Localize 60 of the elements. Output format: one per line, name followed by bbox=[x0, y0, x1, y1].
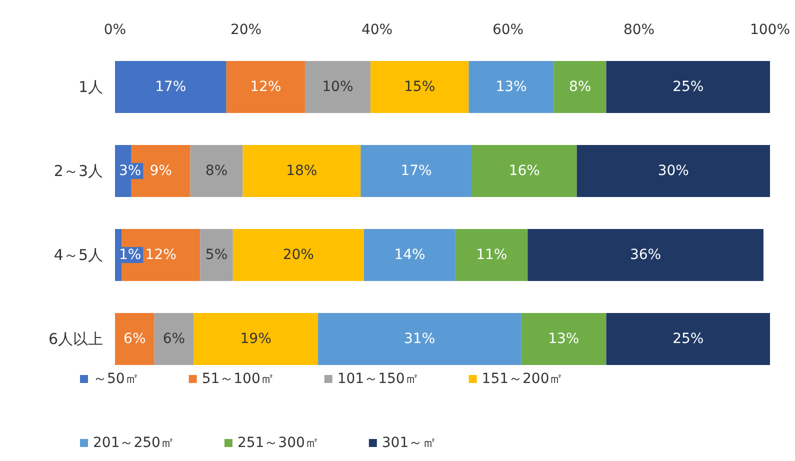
bar bbox=[364, 228, 456, 282]
data-label: 19% bbox=[240, 331, 272, 347]
data-label: 14% bbox=[394, 247, 426, 263]
bar bbox=[472, 144, 577, 198]
data-label: 31% bbox=[404, 331, 436, 347]
legend-label: 301～㎡ bbox=[382, 435, 437, 451]
bar bbox=[242, 144, 361, 198]
data-label: 17% bbox=[155, 79, 186, 95]
data-label: 6% bbox=[162, 331, 186, 347]
y-tick-label: 6人以上 bbox=[48, 330, 103, 348]
legend-label: 151～200㎡ bbox=[482, 371, 564, 387]
x-tick-label: 100% bbox=[750, 22, 790, 38]
bar bbox=[115, 60, 226, 114]
legend-label: 201～250㎡ bbox=[93, 435, 174, 451]
data-label: 13% bbox=[496, 79, 527, 95]
legend-label: 251～300㎡ bbox=[237, 435, 319, 451]
data-label: 15% bbox=[404, 79, 436, 95]
data-label: 36% bbox=[630, 247, 662, 263]
data-label: 6% bbox=[124, 331, 146, 347]
x-tick-label: 60% bbox=[492, 22, 524, 38]
bar bbox=[194, 312, 318, 366]
data-label: 25% bbox=[672, 331, 704, 347]
bar bbox=[576, 144, 770, 198]
data-label: 1% bbox=[119, 247, 142, 263]
data-label: 3% bbox=[119, 163, 142, 179]
bar bbox=[521, 312, 606, 366]
legend-label: 101～150㎡ bbox=[337, 371, 419, 387]
data-label: 10% bbox=[322, 79, 354, 95]
bar bbox=[226, 60, 305, 114]
bar bbox=[370, 60, 469, 114]
data-label: 17% bbox=[400, 163, 432, 179]
y-tick-label: 2～3人 bbox=[54, 162, 103, 180]
x-tick-label: 40% bbox=[361, 22, 393, 38]
legend-label: 51～100㎡ bbox=[202, 371, 274, 387]
data-label: 12% bbox=[145, 247, 176, 263]
data-label: 13% bbox=[548, 331, 580, 347]
bar bbox=[528, 228, 764, 282]
data-label: 20% bbox=[282, 247, 314, 263]
data-label: 8% bbox=[205, 163, 228, 179]
data-label: 5% bbox=[205, 247, 228, 263]
data-label: 16% bbox=[508, 163, 540, 179]
bar bbox=[232, 228, 364, 282]
legend-label: ～50㎡ bbox=[93, 371, 139, 387]
bar bbox=[318, 312, 522, 366]
bar bbox=[360, 144, 472, 198]
data-label: 18% bbox=[286, 163, 318, 179]
bar bbox=[606, 312, 770, 366]
data-label: 30% bbox=[658, 163, 689, 179]
y-tick-label: 4～5人 bbox=[54, 246, 103, 264]
y-tick-label: 1人 bbox=[78, 78, 103, 96]
x-tick-label: 0% bbox=[104, 22, 126, 38]
bar bbox=[606, 60, 770, 114]
data-label: 12% bbox=[250, 79, 282, 95]
data-label: 11% bbox=[476, 247, 508, 263]
data-label: 9% bbox=[150, 163, 172, 179]
bar bbox=[468, 60, 554, 114]
data-label: 8% bbox=[568, 79, 592, 95]
data-label: 25% bbox=[672, 79, 704, 95]
x-tick-label: 20% bbox=[230, 22, 262, 38]
x-tick-label: 80% bbox=[623, 22, 655, 38]
